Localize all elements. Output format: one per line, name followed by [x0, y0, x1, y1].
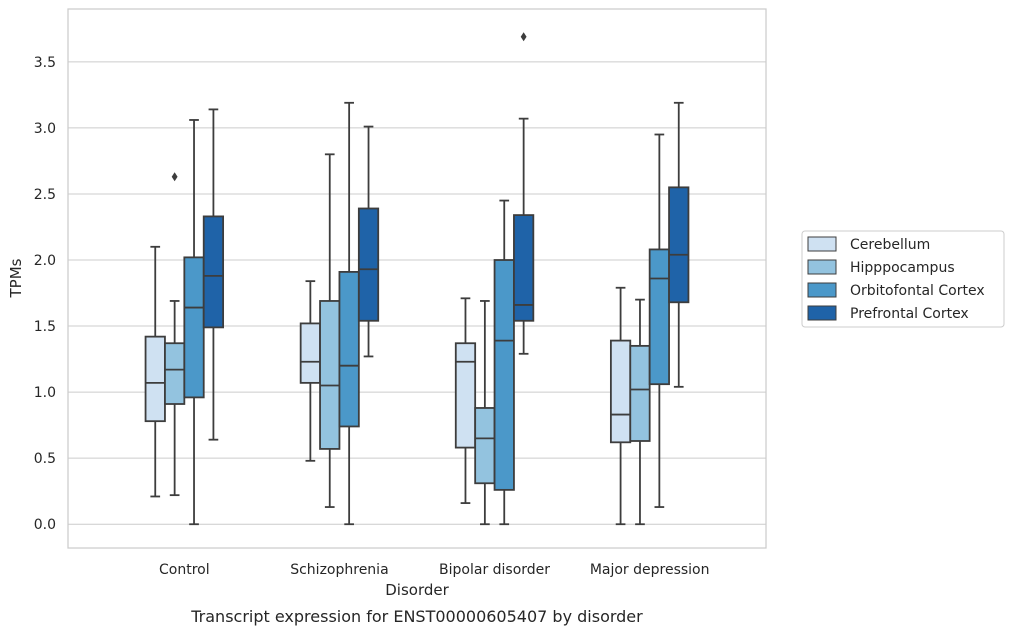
y-tick-label: 1.0: [34, 385, 56, 401]
box: [648, 248, 670, 386]
y-tick-label: 0.5: [34, 451, 56, 467]
box: [668, 186, 690, 304]
x-axis-label: Disorder: [385, 581, 449, 599]
y-tick-label: 2.0: [34, 253, 56, 269]
y-axis-label: TPMs: [7, 258, 25, 298]
plot-frame: [67, 8, 767, 549]
box: [513, 214, 535, 322]
legend-label: Prefrontal Cortex: [850, 306, 969, 322]
y-tick-label: 0.0: [34, 517, 56, 533]
legend-swatch: [807, 236, 837, 252]
chart-caption: Transcript expression for ENST0000060540…: [190, 607, 643, 626]
legend-frame: [801, 230, 1005, 328]
x-tick-label: Schizophrenia: [290, 562, 388, 578]
box: [609, 339, 632, 444]
y-tick-label: 1.5: [34, 319, 56, 335]
legend-label: Hipppocampus: [850, 260, 955, 276]
outlier-point: [520, 32, 527, 42]
y-axis-ticks: 0.0 0.5 1.0 1.5 2.0 2.5 3.0 3.5: [34, 55, 56, 533]
box: [183, 256, 205, 399]
box: [357, 207, 380, 322]
x-tick-label: Bipolar disorder: [439, 562, 550, 578]
y-tick-label: 2.5: [34, 187, 56, 203]
box: [629, 344, 651, 442]
legend-swatch: [807, 259, 837, 275]
y-tick-label: 3.0: [34, 121, 56, 137]
legend-swatch: [807, 282, 837, 298]
box: [493, 259, 515, 491]
outlier-point: [171, 172, 178, 182]
plot-boxes: [144, 32, 690, 526]
box: [474, 407, 496, 485]
box: [454, 342, 477, 449]
box: [319, 300, 341, 450]
x-tick-label: Major depression: [590, 562, 710, 578]
box: [338, 270, 360, 428]
legend-label: Orbitofontal Cortex: [850, 283, 985, 299]
box: [164, 342, 186, 405]
box: [144, 335, 166, 423]
legend-label: Cerebellum: [850, 237, 930, 253]
y-tick-label: 3.5: [34, 55, 56, 71]
x-tick-label: Control: [159, 562, 210, 578]
x-axis-ticks: Control Schizophrenia Bipolar disorder Majo…: [159, 562, 709, 578]
box: [299, 322, 321, 384]
legend: Cerebellum Hipppocampus Orbitofontal Corte…: [801, 230, 1005, 328]
legend-swatch: [807, 305, 837, 321]
box: [202, 215, 225, 329]
